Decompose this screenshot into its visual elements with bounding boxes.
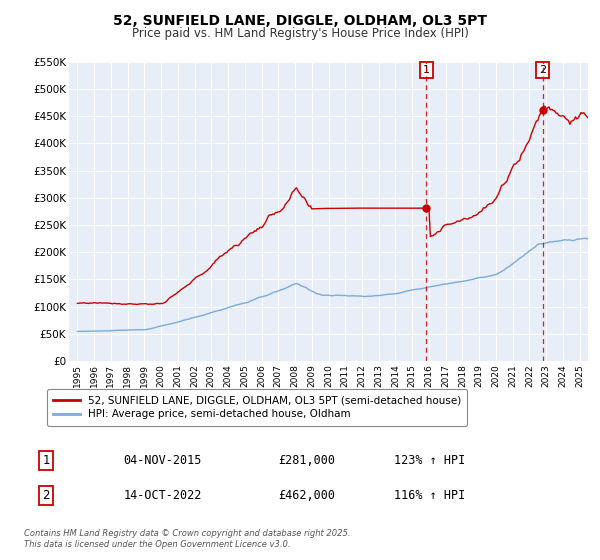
Text: 1: 1 bbox=[43, 454, 50, 468]
Text: 116% ↑ HPI: 116% ↑ HPI bbox=[394, 489, 465, 502]
Text: 1: 1 bbox=[423, 65, 430, 75]
Text: 2: 2 bbox=[43, 489, 50, 502]
Text: 2: 2 bbox=[539, 65, 546, 75]
Text: 123% ↑ HPI: 123% ↑ HPI bbox=[394, 454, 465, 468]
Text: £462,000: £462,000 bbox=[278, 489, 335, 502]
Text: 04-NOV-2015: 04-NOV-2015 bbox=[124, 454, 202, 468]
Text: £281,000: £281,000 bbox=[278, 454, 335, 468]
Text: Price paid vs. HM Land Registry's House Price Index (HPI): Price paid vs. HM Land Registry's House … bbox=[131, 27, 469, 40]
Text: 52, SUNFIELD LANE, DIGGLE, OLDHAM, OL3 5PT: 52, SUNFIELD LANE, DIGGLE, OLDHAM, OL3 5… bbox=[113, 14, 487, 28]
Text: Contains HM Land Registry data © Crown copyright and database right 2025.
This d: Contains HM Land Registry data © Crown c… bbox=[24, 529, 350, 549]
Legend: 52, SUNFIELD LANE, DIGGLE, OLDHAM, OL3 5PT (semi-detached house), HPI: Average p: 52, SUNFIELD LANE, DIGGLE, OLDHAM, OL3 5… bbox=[47, 389, 467, 426]
Text: 14-OCT-2022: 14-OCT-2022 bbox=[124, 489, 202, 502]
